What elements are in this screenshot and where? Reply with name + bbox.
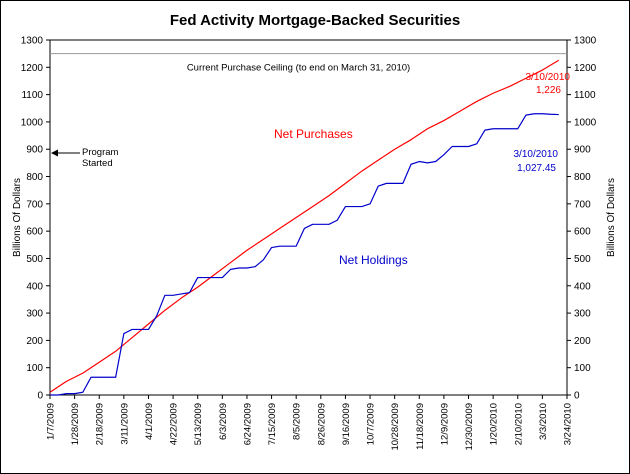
y-tick-label-left: 700 <box>26 199 43 210</box>
holdings-date-label: 3/10/2010 <box>514 149 559 160</box>
x-tick-label: 8/26/2009 <box>316 403 327 445</box>
y-axis-title-left: Billions Of Dollars <box>12 178 23 257</box>
y-tick-label-right: 1300 <box>574 36 597 47</box>
y-tick-label-left: 900 <box>26 145 43 156</box>
y-tick-label-left: 1200 <box>21 63 44 74</box>
x-tick-label: 7/15/2009 <box>267 403 278 445</box>
ceiling-label: Current Purchase Ceiling (to end on Marc… <box>187 63 410 74</box>
x-tick-label: 1/20/2010 <box>489 403 500 445</box>
chart-title: Fed Activity Mortgage-Backed Securities <box>169 12 461 29</box>
y-tick-label-right: 700 <box>574 199 591 210</box>
y-tick-label-right: 1100 <box>574 90 596 101</box>
y-tick-label-right: 0 <box>574 391 580 402</box>
y-tick-label-right: 100 <box>574 363 591 374</box>
program-started-label-line2: Started <box>82 158 113 169</box>
x-tick-label: 5/13/2009 <box>193 403 204 445</box>
x-tick-label: 6/24/2009 <box>242 403 253 445</box>
purchases-value-label: 1,226 <box>536 85 561 96</box>
y-tick-label-left: 1100 <box>21 90 43 101</box>
y-tick-label-right: 1000 <box>574 117 597 128</box>
y-tick-label-left: 300 <box>26 309 43 320</box>
net-holdings-label: Net Holdings <box>339 253 408 267</box>
y-tick-label-left: 0 <box>37 391 43 402</box>
y-tick-label-left: 600 <box>26 227 43 238</box>
x-tick-label: 1/7/2009 <box>46 403 57 440</box>
x-tick-label: 2/10/2010 <box>513 403 524 445</box>
x-tick-label: 10/7/2009 <box>366 403 377 445</box>
x-tick-label: 9/16/2009 <box>341 403 352 445</box>
x-tick-label: 3/24/2010 <box>563 403 574 445</box>
purchases-date-label: 3/10/2010 <box>526 72 571 83</box>
y-tick-label-right: 600 <box>574 227 591 238</box>
x-tick-label: 3/3/2010 <box>538 403 549 440</box>
holdings-value-label: 1,027.45 <box>517 163 556 174</box>
x-tick-label: 6/3/2009 <box>218 403 229 440</box>
x-tick-label: 3/11/2009 <box>119 403 130 445</box>
y-tick-label-right: 200 <box>574 336 591 347</box>
x-tick-label: 4/1/2009 <box>144 403 155 440</box>
net-purchases-label: Net Purchases <box>274 127 353 141</box>
y-tick-label-left: 400 <box>26 281 43 292</box>
y-tick-label-right: 800 <box>574 172 591 183</box>
y-tick-label-left: 1000 <box>21 117 44 128</box>
x-tick-label: 12/30/2009 <box>464 403 475 451</box>
y-tick-label-left: 200 <box>26 336 43 347</box>
y-tick-label-left: 500 <box>26 254 43 265</box>
y-tick-label-left: 100 <box>26 363 43 374</box>
y-tick-label-right: 300 <box>574 309 591 320</box>
y-tick-label-right: 400 <box>574 281 591 292</box>
x-tick-label: 11/18/2009 <box>415 403 426 450</box>
y-tick-label-right: 500 <box>574 254 591 265</box>
x-tick-label: 4/22/2009 <box>169 403 180 445</box>
x-tick-label: 1/28/2009 <box>70 403 81 445</box>
program-started-label-line1: Program <box>82 147 119 158</box>
y-tick-label-right: 900 <box>574 145 591 156</box>
y-axis-title-right: Billions Of Dollars <box>606 178 617 257</box>
y-tick-label-left: 800 <box>26 172 43 183</box>
program-started-arrow-head <box>51 149 58 157</box>
x-tick-label: 2/18/2009 <box>95 403 106 445</box>
series-line-net-purchases <box>49 59 560 393</box>
x-tick-label: 10/28/2009 <box>390 403 401 451</box>
y-tick-label-right: 1200 <box>574 63 597 74</box>
x-tick-label: 12/9/2009 <box>439 403 450 445</box>
series-line-net-holdings <box>50 113 559 396</box>
y-tick-label-left: 1300 <box>21 36 44 47</box>
x-tick-label: 8/5/2009 <box>292 403 303 440</box>
